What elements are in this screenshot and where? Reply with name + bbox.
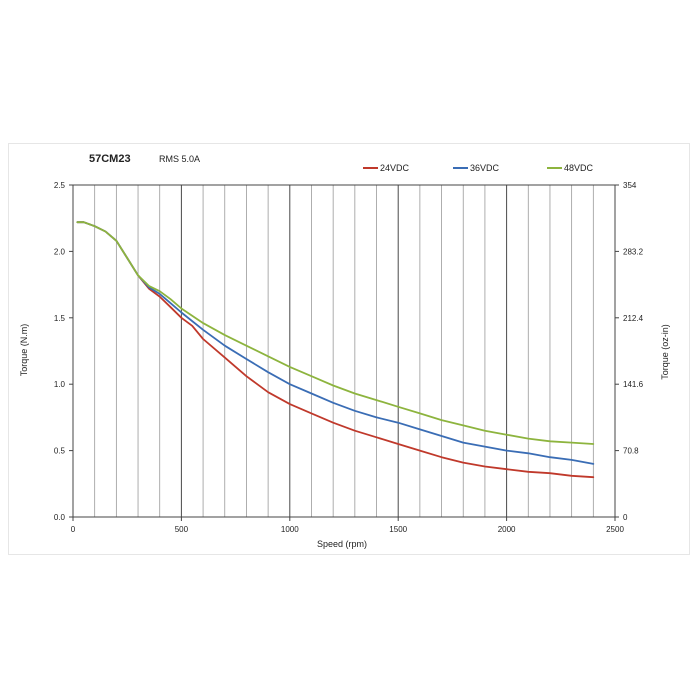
plot-area-border — [72, 184, 616, 518]
x-tick-label: 2500 — [606, 525, 624, 534]
x-tick-label: 2000 — [498, 525, 516, 534]
series-line-36vdc — [76, 221, 595, 465]
y-tick-label: 1.5 — [54, 314, 66, 323]
y-axis-label: Torque (N.m) — [19, 324, 29, 377]
y-tick-label: 0.0 — [54, 513, 66, 522]
grid-lines — [94, 185, 594, 517]
series-line-24vdc — [76, 221, 595, 479]
y2-tick-label: 212.4 — [623, 314, 644, 323]
legend: 24VDC 36VDC 48VDC — [363, 163, 594, 173]
chart-subtitle: RMS 5.0A — [159, 154, 201, 164]
y-tick-label: 0.5 — [54, 447, 66, 456]
x-tick-label: 1000 — [281, 525, 299, 534]
x-tick-label: 0 — [71, 525, 76, 534]
legend-label-48vdc: 48VDC — [564, 163, 594, 173]
y2-axis-label: Torque (oz-in) — [660, 324, 670, 380]
legend-label-24vdc: 24VDC — [380, 163, 410, 173]
y2-tick-label: 283.2 — [623, 247, 644, 256]
legend-label-36vdc: 36VDC — [470, 163, 500, 173]
y2-tick-label: 70.8 — [623, 447, 639, 456]
y-tick-label: 2.5 — [54, 181, 66, 190]
series-line-48vdc — [76, 221, 595, 445]
y2-tick-label: 0 — [623, 513, 628, 522]
chart-frame — [8, 143, 690, 555]
x-axis-label: Speed (rpm) — [317, 539, 367, 549]
y-tick-label: 2.0 — [54, 247, 66, 256]
y-tick-label: 1.0 — [54, 380, 66, 389]
y2-tick-label: 354 — [623, 181, 637, 190]
x-tick-label: 500 — [175, 525, 189, 534]
y2-tick-label: 141.6 — [623, 380, 644, 389]
series-lines — [76, 221, 595, 479]
axes: 0 500 1000 1500 2000 2500 0.0 0.5 1.0 1.5 2.0 2.5 0 7… — [54, 181, 644, 534]
chart-title: 57CM23 — [89, 153, 131, 165]
x-tick-label: 1500 — [389, 525, 407, 534]
